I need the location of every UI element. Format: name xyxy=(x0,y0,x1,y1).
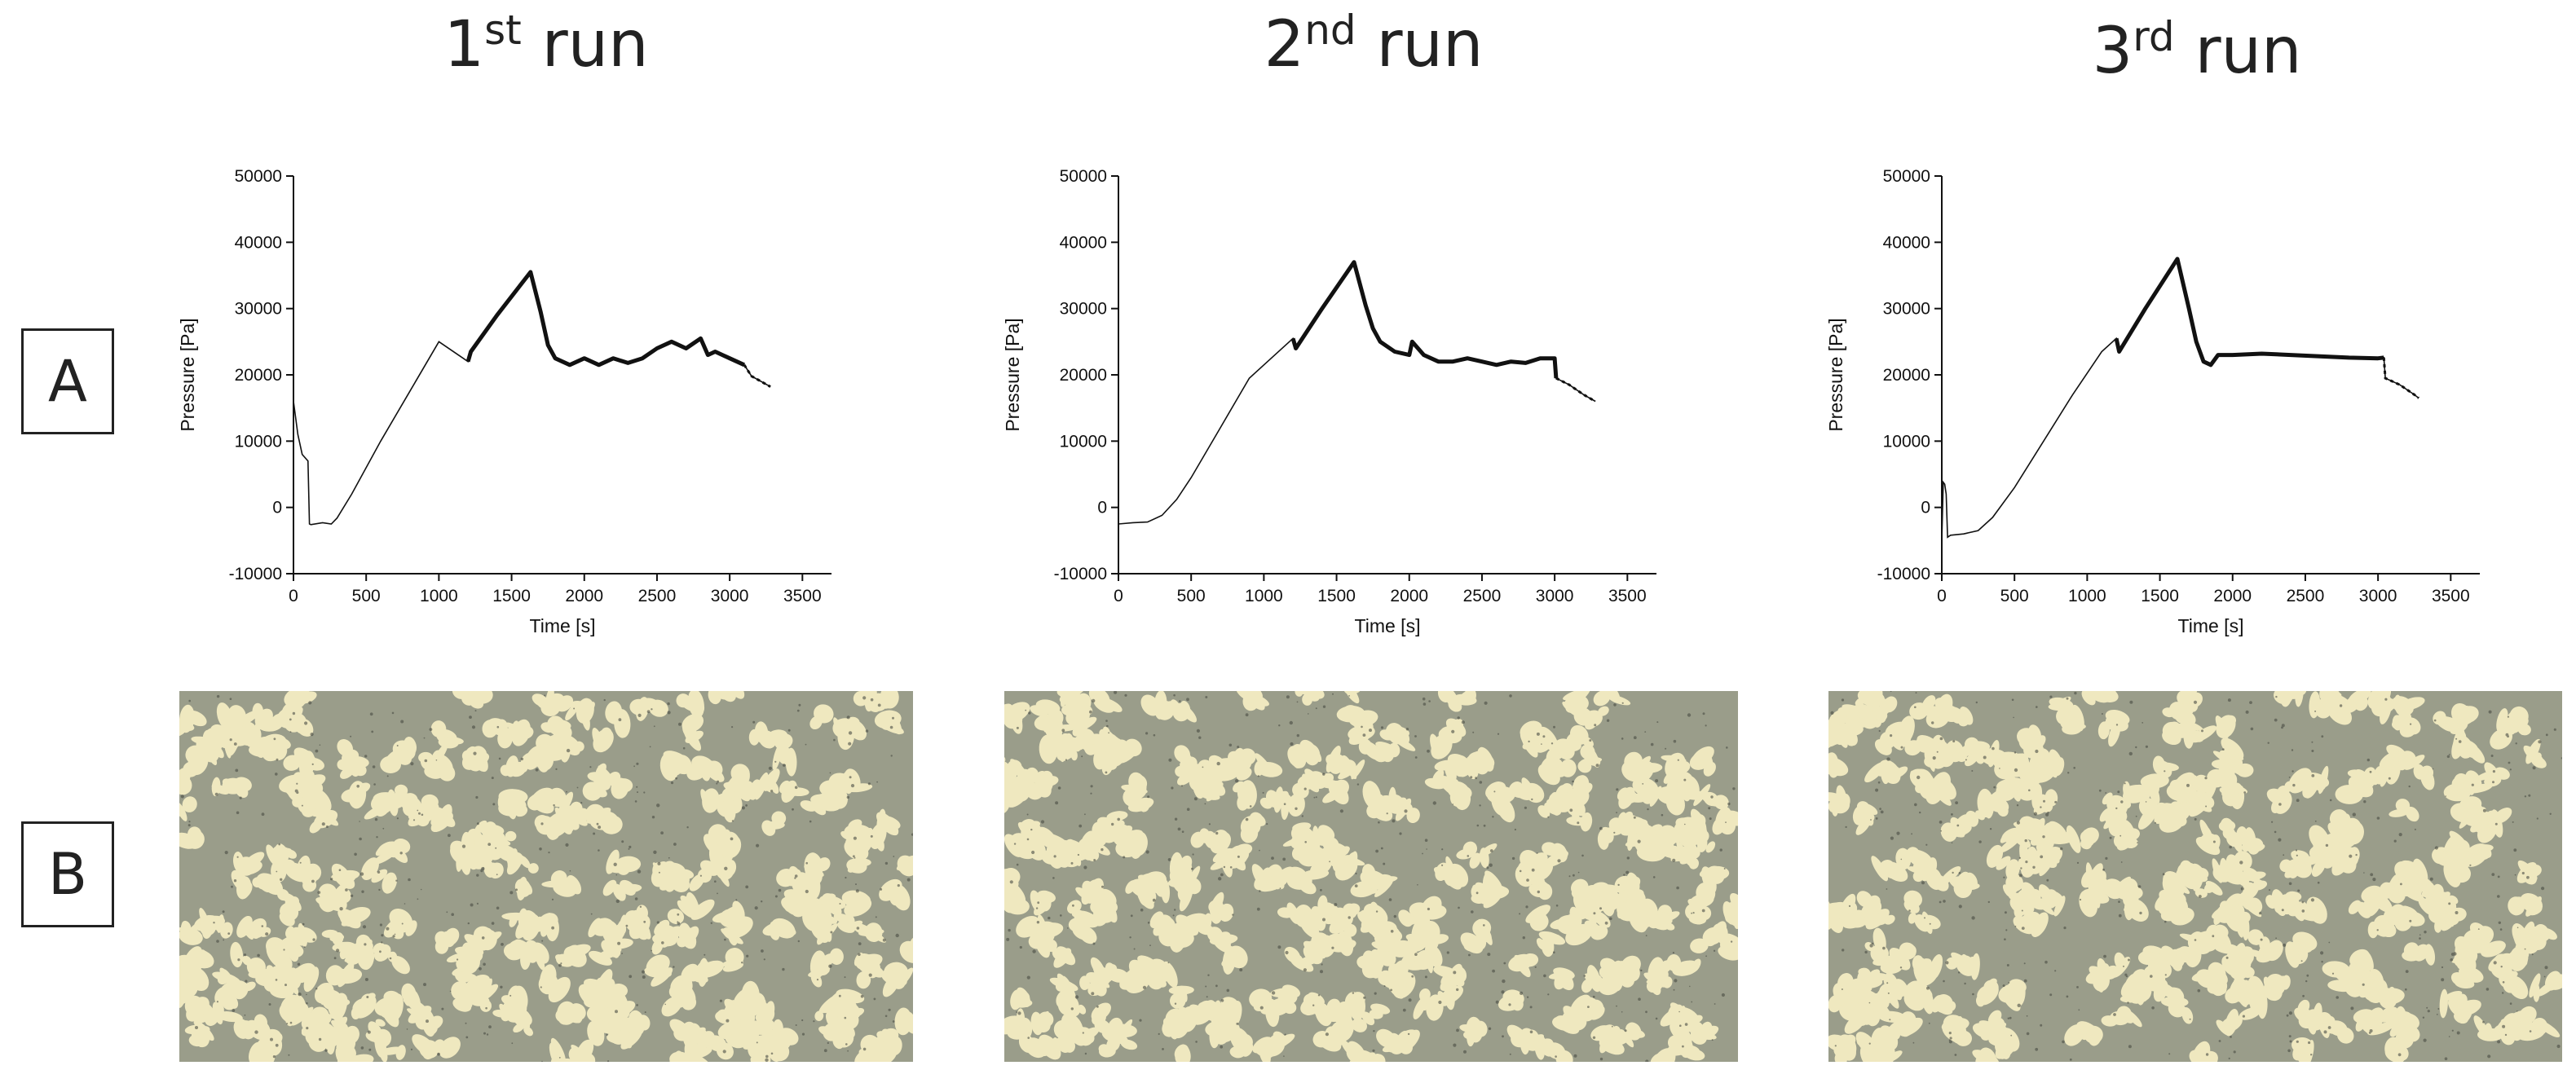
x-axis-label: Time [s] xyxy=(2178,615,2244,636)
row-label-b: B xyxy=(21,821,114,927)
y-tick-label: 0 xyxy=(272,499,282,517)
y-axis-label: Pressure [Pa] xyxy=(1002,318,1023,431)
run-ordinal-suffix: st xyxy=(484,7,522,54)
pressure-chart-run-2: -10000 0 10000 20000 30000 40000 50000 0 500 1000… xyxy=(1002,167,1656,636)
y-axis-label: Pressure [Pa] xyxy=(177,318,198,431)
y-tick-label: 50000 xyxy=(1060,167,1107,186)
y-tick-label: 10000 xyxy=(1060,432,1107,451)
run-number: 1 xyxy=(443,8,485,81)
x-tick-label: 2500 xyxy=(638,587,677,605)
run-word: run xyxy=(521,8,649,81)
run-title-3: 3rd run xyxy=(1952,13,2441,88)
micrograph-pores xyxy=(1004,691,1738,1062)
micrograph-pores xyxy=(179,691,913,1062)
series-line xyxy=(1118,260,1596,525)
y-tick-label: 20000 xyxy=(1060,366,1107,385)
y-tick-label: -10000 xyxy=(1877,565,1930,583)
x-tick-label: 500 xyxy=(2000,587,2029,605)
micrograph-run-2 xyxy=(1004,691,1738,1062)
x-axis-label: Time [s] xyxy=(530,615,596,636)
x-tick-label: 3000 xyxy=(1536,587,1574,605)
x-tick-label: 1500 xyxy=(1317,587,1356,605)
x-tick-label: 1000 xyxy=(420,587,458,605)
x-tick-label: 3500 xyxy=(1608,587,1647,605)
series-line-thick xyxy=(2114,257,2384,368)
micrograph-specks xyxy=(180,694,913,1062)
y-tick-label: 40000 xyxy=(1883,233,1930,252)
series-line-tail xyxy=(743,363,771,388)
row-label-a: A xyxy=(21,328,114,434)
x-tick-label: 3500 xyxy=(2432,587,2470,605)
x-tick-label: 500 xyxy=(352,587,381,605)
y-tick-label: 20000 xyxy=(235,366,282,385)
run-ordinal-suffix: nd xyxy=(1304,7,1356,54)
y-tick-label: 30000 xyxy=(235,300,282,319)
run-number: 3 xyxy=(2092,15,2133,88)
x-tick-label: 0 xyxy=(1937,587,1947,605)
micrograph-pores xyxy=(1828,691,2562,1062)
run-ordinal-suffix: rd xyxy=(2133,13,2175,60)
y-tick-label: 30000 xyxy=(1883,300,1930,319)
y-tick-label: 50000 xyxy=(235,167,282,186)
y-tick-label: 40000 xyxy=(235,233,282,252)
run-title-2: 2nd run xyxy=(1129,7,1618,81)
y-tick-label: 20000 xyxy=(1883,366,1930,385)
y-tick-label: 40000 xyxy=(1060,233,1107,252)
x-tick-label: 1000 xyxy=(1245,587,1283,605)
y-tick-label: 0 xyxy=(1097,499,1107,517)
run-title-1: 1st run xyxy=(302,7,791,81)
x-tick-label: 1500 xyxy=(492,587,531,605)
series-line-tail xyxy=(1555,376,1596,403)
y-tick-label: -10000 xyxy=(229,565,282,583)
x-tick-label: 500 xyxy=(1177,587,1206,605)
y-tick-label: 10000 xyxy=(1883,432,1930,451)
pressure-chart-run-3: -10000 0 10000 20000 30000 40000 50000 0 500 1000… xyxy=(1825,167,2480,636)
x-tick-label: 2000 xyxy=(2213,587,2252,605)
micrograph-run-3 xyxy=(1828,691,2562,1062)
run-word: run xyxy=(2174,15,2302,88)
micrograph-specks xyxy=(1830,691,2562,1061)
x-tick-label: 1000 xyxy=(2068,587,2106,605)
x-tick-label: 2000 xyxy=(1390,587,1428,605)
series-line xyxy=(1941,257,2419,541)
micrograph-specks xyxy=(1006,691,1736,1062)
x-tick-label: 2500 xyxy=(1463,587,1502,605)
x-tick-label: 0 xyxy=(289,587,298,605)
run-number: 2 xyxy=(1264,8,1305,81)
micrograph-run-1 xyxy=(179,691,913,1062)
y-tick-label: 50000 xyxy=(1883,167,1930,186)
series-line-thick xyxy=(465,270,746,368)
pressure-chart-run-1: -10000 0 10000 20000 30000 40000 50000 0 500 1000… xyxy=(177,167,831,636)
x-tick-label: 3500 xyxy=(783,587,822,605)
y-tick-label: 10000 xyxy=(235,432,282,451)
y-tick-label: 30000 xyxy=(1060,300,1107,319)
x-tick-label: 3000 xyxy=(711,587,749,605)
series-line-thick xyxy=(1290,260,1559,379)
x-tick-label: 1500 xyxy=(2141,587,2179,605)
series-line-tail xyxy=(2382,357,2420,399)
x-tick-label: 2000 xyxy=(565,587,603,605)
x-tick-label: 2500 xyxy=(2287,587,2325,605)
run-word: run xyxy=(1356,8,1484,81)
y-tick-label: 0 xyxy=(1921,499,1930,517)
y-axis-label: Pressure [Pa] xyxy=(1825,318,1846,431)
y-tick-label: -10000 xyxy=(1054,565,1107,583)
series-line xyxy=(293,271,771,526)
x-axis-label: Time [s] xyxy=(1355,615,1421,636)
x-tick-label: 3000 xyxy=(2359,587,2397,605)
x-tick-label: 0 xyxy=(1114,587,1123,605)
